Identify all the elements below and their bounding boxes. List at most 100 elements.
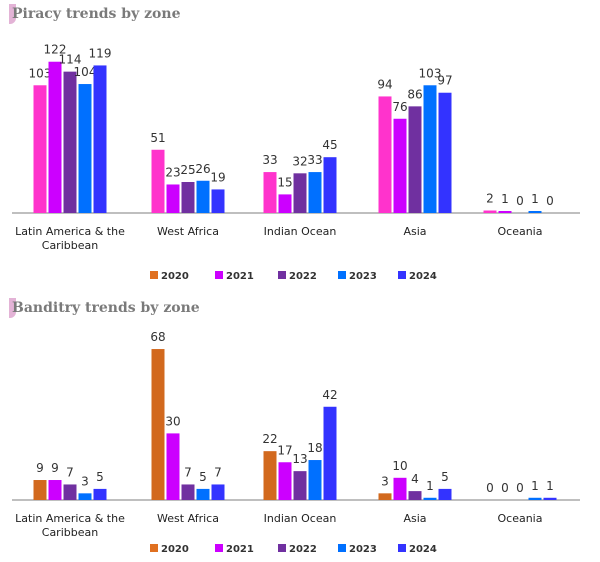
data-label: 19	[210, 170, 225, 184]
legend-label: 2020	[161, 271, 189, 282]
data-label: 9	[36, 461, 44, 475]
legend-swatch-2020	[150, 544, 158, 552]
data-label: 9	[51, 461, 59, 475]
legend-swatch-2023	[338, 544, 346, 552]
bar-2024	[323, 406, 337, 500]
data-label: 114	[59, 53, 82, 67]
data-label: 10	[392, 459, 407, 473]
bar-2023	[423, 497, 437, 500]
bar-2020	[378, 96, 392, 213]
legend-label: 2022	[289, 271, 317, 282]
title-decoration	[9, 298, 16, 318]
data-label: 104	[74, 65, 97, 79]
data-label: 5	[96, 470, 104, 484]
data-label: 1	[501, 192, 509, 206]
data-label: 26	[195, 162, 210, 176]
data-label: 122	[44, 43, 67, 57]
legend-label: 2021	[226, 544, 254, 555]
category-label: Latin America & the Caribbean	[15, 225, 125, 252]
bar-2023	[196, 180, 210, 213]
legend-swatch-2021	[215, 271, 223, 279]
data-label: 7	[214, 465, 222, 479]
data-label: 4	[411, 472, 419, 486]
bar-2024	[93, 65, 107, 213]
bar-2021	[278, 462, 292, 500]
category-label: Asia	[403, 512, 426, 525]
category-label: Indian Ocean	[264, 225, 337, 238]
bar-2021	[166, 433, 180, 500]
data-label: 3	[381, 474, 389, 488]
bar-2022	[181, 182, 195, 213]
data-label: 1	[531, 479, 539, 493]
data-label: 5	[441, 470, 449, 484]
data-label: 33	[307, 153, 322, 167]
data-label: 0	[546, 194, 554, 208]
data-label: 15	[277, 175, 292, 189]
chart-title-piracy: Piracy trends by zone	[12, 6, 181, 22]
category-label: West Africa	[157, 225, 219, 238]
bar-2021	[498, 211, 512, 213]
bar-2023	[78, 84, 92, 213]
data-label: 22	[262, 432, 277, 446]
data-label: 25	[180, 163, 195, 177]
data-label: 18	[307, 441, 322, 455]
bar-2020	[263, 172, 277, 213]
category-label: Oceania	[498, 512, 543, 525]
legend-swatch-2022	[278, 271, 286, 279]
bar-2020	[151, 349, 165, 500]
data-label: 86	[407, 87, 422, 101]
bar-2024	[211, 484, 225, 500]
data-label: 0	[501, 481, 509, 495]
legend-label: 2023	[349, 544, 377, 555]
category-label: Indian Ocean	[264, 512, 337, 525]
bar-2021	[393, 477, 407, 500]
data-label: 103	[419, 66, 442, 80]
data-label: 68	[150, 330, 165, 344]
bar-2023	[528, 497, 542, 500]
bar-2023	[528, 211, 542, 213]
legend-label: 2020	[161, 544, 189, 555]
bar-2021	[278, 194, 292, 213]
bar-2023	[423, 85, 437, 213]
category-label: Asia	[403, 225, 426, 238]
bar-2021	[48, 61, 62, 213]
bar-2024	[543, 497, 557, 500]
data-label: 1	[426, 479, 434, 493]
data-label: 1	[531, 192, 539, 206]
bar-2024	[211, 189, 225, 213]
data-label: 30	[165, 414, 180, 428]
bar-2023	[196, 488, 210, 500]
bar-2022	[181, 484, 195, 500]
data-label: 119	[89, 46, 112, 60]
legend-swatch-2023	[338, 271, 346, 279]
legend-swatch-2024	[398, 271, 406, 279]
category-label: West Africa	[157, 512, 219, 525]
data-label: 51	[150, 131, 165, 145]
data-label: 0	[516, 481, 524, 495]
data-label: 42	[322, 388, 337, 402]
piracy-chart: 103 51 33 94 2 122 23 15 76 1 114 25 32 86 0 104 26 33 103…	[12, 43, 580, 282]
bar-2022	[63, 484, 77, 500]
bar-2020	[151, 149, 165, 213]
data-label: 13	[292, 452, 307, 466]
bar-2022	[408, 491, 422, 500]
data-label: 23	[165, 165, 180, 179]
title-decoration	[9, 4, 16, 24]
data-label: 32	[292, 154, 307, 168]
bar-2020	[33, 480, 47, 500]
legend-label: 2024	[409, 544, 437, 555]
legend-swatch-2022	[278, 544, 286, 552]
bar-2023	[308, 172, 322, 213]
data-label: 17	[277, 443, 292, 457]
bar-2022	[63, 71, 77, 213]
legend-label: 2023	[349, 271, 377, 282]
category-label: Oceania	[498, 225, 543, 238]
data-label: 33	[262, 153, 277, 167]
data-label: 7	[66, 465, 74, 479]
bar-2022	[293, 173, 307, 213]
data-label: 3	[81, 474, 89, 488]
bar-2022	[408, 106, 422, 213]
bar-2020	[263, 451, 277, 500]
data-label: 76	[392, 100, 407, 114]
legend-swatch-2024	[398, 544, 406, 552]
